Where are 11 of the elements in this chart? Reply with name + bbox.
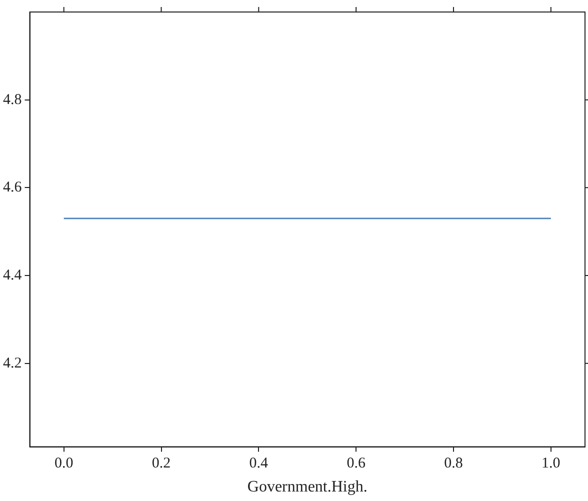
x-tick-label: 0.6 xyxy=(346,456,366,472)
x-axis-title: Government.High. xyxy=(247,478,368,496)
x-tick-label: 0.8 xyxy=(444,456,463,472)
y-tick-label: 4.4 xyxy=(3,267,22,284)
x-tick-label: 0.0 xyxy=(54,456,74,472)
y-tick-label: 4.2 xyxy=(3,355,22,372)
x-tick-label: 1.0 xyxy=(542,456,560,472)
x-tick-label: 0.2 xyxy=(152,456,171,472)
y-tick-label: 4.6 xyxy=(3,180,22,196)
y-tick-label: 4.8 xyxy=(3,92,22,108)
x-tick-label: 0.4 xyxy=(249,456,269,472)
